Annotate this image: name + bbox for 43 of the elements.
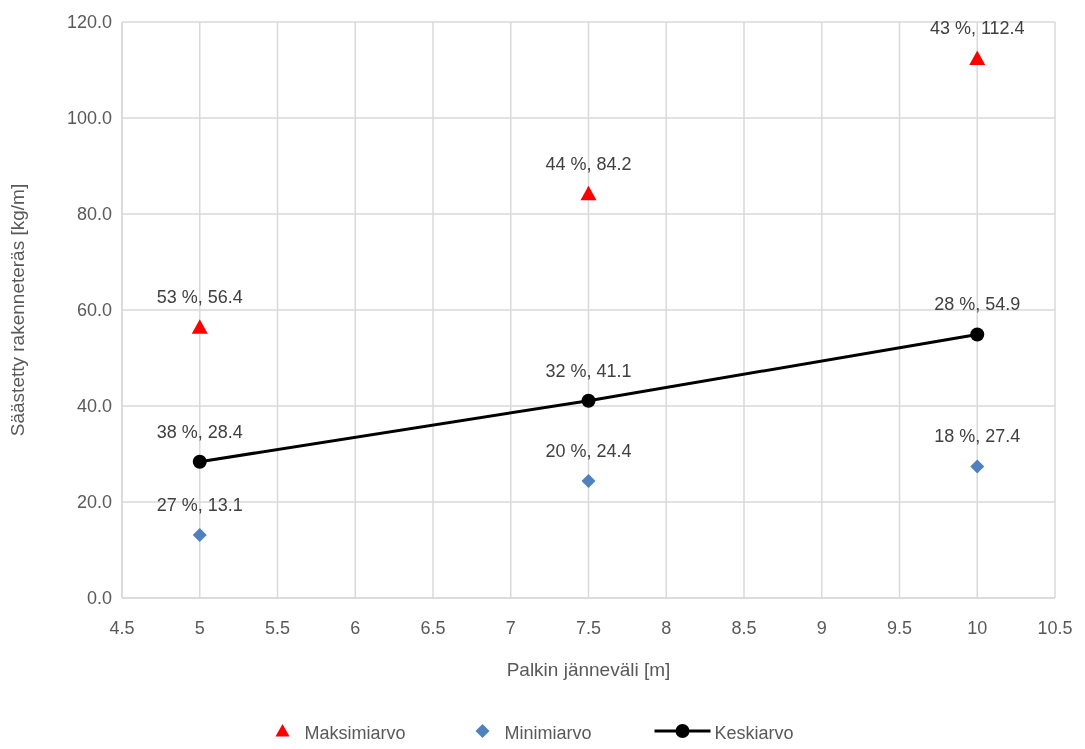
x-tick-label: 4.5 [109,618,135,638]
legend-label: Maksimiarvo [304,723,406,743]
y-axis-title: Säästetty rakenneteräs [kg/m] [7,183,28,437]
x-tick-label: 10.5 [1037,618,1073,638]
x-axis-title: Palkin jänneväli [m] [506,659,671,680]
x-tick-label: 6 [350,618,361,638]
y-tick-label: 20.0 [76,492,112,512]
legend-label: Keskiarvo [714,723,794,743]
point [969,50,986,65]
point [970,459,985,474]
y-tick-label: 120.0 [66,12,112,32]
y-tick-label: 0.0 [86,588,112,608]
y-tick-label: 40.0 [76,396,112,416]
x-tick-label: 10 [967,618,988,638]
data-label: 53 %, 56.4 [156,287,243,308]
point [581,393,596,408]
data-label: 38 %, 28.4 [156,421,243,442]
y-tick-label: 60.0 [76,300,112,320]
x-tick-label: 6.5 [420,618,446,638]
x-tick-label: 9.5 [886,618,913,638]
data-label: 27 %, 13.1 [156,495,243,516]
x-tick-label: 9 [816,618,827,638]
x-tick-label: 8 [661,618,672,638]
point [191,319,208,334]
data-label: 20 %, 24.4 [545,440,632,461]
data-label: 18 %, 27.4 [934,426,1021,447]
point [192,454,207,469]
data-label: 32 %, 41.1 [545,360,632,381]
data-label: 43 %, 112.4 [929,18,1025,39]
point [581,473,596,488]
x-tick-label: 7.5 [575,618,602,638]
y-tick-label: 80.0 [76,204,112,224]
data-label: 44 %, 84.2 [545,153,632,174]
x-tick-label: 7 [505,618,516,638]
point [580,185,597,201]
x-tick-label: 5.5 [264,618,291,638]
data-label: 28 %, 54.9 [934,294,1021,315]
point [192,528,207,543]
x-tick-label: 8.5 [731,618,757,638]
x-tick-label: 5 [194,618,205,638]
point [970,327,985,342]
y-tick-label: 100.0 [66,108,112,128]
legend-label: Minimiarvo [504,723,592,743]
